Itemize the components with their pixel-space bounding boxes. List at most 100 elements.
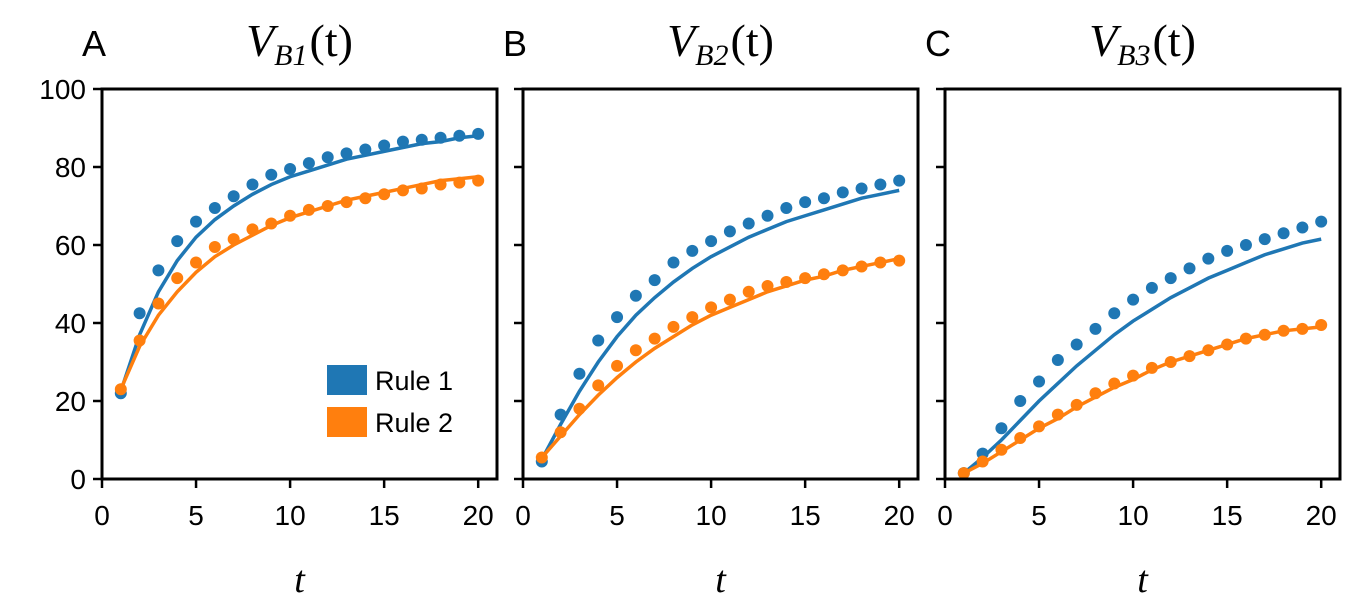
title-rest: (t) xyxy=(731,15,774,66)
panel-title: VB1(t) xyxy=(246,15,353,72)
title-main: V xyxy=(246,15,279,66)
y-tick-label: 20 xyxy=(55,386,86,417)
x-tick-label: 5 xyxy=(609,500,625,531)
title-rest: (t) xyxy=(1153,15,1196,66)
data-point xyxy=(1089,322,1102,335)
data-point xyxy=(817,268,830,281)
data-point xyxy=(1127,369,1140,382)
panel-label: A xyxy=(82,23,106,64)
title-rest: (t) xyxy=(310,15,353,66)
data-point xyxy=(1239,239,1252,251)
x-axis-label: t xyxy=(1137,559,1149,601)
data-point xyxy=(1145,281,1158,294)
data-point xyxy=(359,192,372,205)
title-sub: B2 xyxy=(695,39,728,72)
data-point xyxy=(667,320,680,333)
x-tick-label: 0 xyxy=(94,500,110,531)
data-point xyxy=(535,451,548,464)
data-point xyxy=(1315,215,1328,228)
data-point xyxy=(855,182,868,195)
x-tick-label: 5 xyxy=(188,500,204,531)
data-point xyxy=(378,188,391,201)
data-point xyxy=(415,182,428,195)
data-point xyxy=(1108,307,1121,320)
data-point xyxy=(799,196,812,209)
x-tick-label: 20 xyxy=(884,500,915,531)
x-tick-label: 5 xyxy=(1031,500,1047,531)
data-point xyxy=(705,301,718,314)
data-point xyxy=(995,422,1008,435)
data-point xyxy=(667,256,680,269)
data-point xyxy=(321,200,334,212)
data-point xyxy=(1070,338,1083,351)
data-point xyxy=(1202,252,1215,265)
data-point xyxy=(1145,361,1158,374)
data-point xyxy=(1221,244,1234,257)
panel-title: VB3(t) xyxy=(1089,15,1196,72)
data-point xyxy=(957,467,970,480)
data-point xyxy=(742,217,755,230)
data-point xyxy=(434,131,447,144)
data-point xyxy=(396,135,409,148)
x-tick-label: 15 xyxy=(369,500,400,531)
x-tick-label: 15 xyxy=(1212,500,1243,531)
data-point xyxy=(171,235,184,248)
data-point xyxy=(1127,293,1140,306)
data-point xyxy=(874,178,887,191)
data-point xyxy=(284,209,297,222)
data-point xyxy=(208,240,221,253)
data-point xyxy=(648,332,661,345)
x-tick-label: 20 xyxy=(463,500,494,531)
legend-label: Rule 2 xyxy=(375,408,453,438)
data-point xyxy=(611,311,624,324)
x-axis-label: t xyxy=(294,559,306,601)
panel: VB2(t) B 0 5 10 15 20 t xyxy=(503,15,920,601)
fit-line xyxy=(540,256,900,459)
data-point xyxy=(321,151,334,164)
data-point xyxy=(1277,227,1290,240)
x-tick-label: 10 xyxy=(275,500,306,531)
data-point xyxy=(1183,350,1196,363)
data-point xyxy=(1258,233,1271,246)
data-point xyxy=(378,139,391,152)
x-tick-label: 0 xyxy=(515,500,531,531)
data-point xyxy=(723,225,736,238)
data-point xyxy=(1277,324,1290,337)
data-point xyxy=(1051,354,1064,367)
data-point xyxy=(1296,221,1309,234)
data-point xyxy=(302,203,315,216)
data-point xyxy=(648,274,661,287)
data-point xyxy=(1051,408,1064,421)
data-point xyxy=(1070,398,1083,411)
x-tick-label: 10 xyxy=(1118,500,1149,531)
data-point xyxy=(340,196,353,209)
data-point xyxy=(573,402,586,415)
data-point xyxy=(340,147,353,160)
plot-frame xyxy=(943,87,1342,481)
data-point xyxy=(1108,377,1121,390)
data-point xyxy=(190,215,203,228)
panel-label: C xyxy=(925,23,951,64)
data-point xyxy=(780,201,793,214)
panel: VB1(t) A 0 20 40 60 80 100 0 5 10 15 20 t Rule 1 Rule 2 xyxy=(39,15,499,601)
data-point xyxy=(761,209,774,222)
data-point xyxy=(893,254,906,267)
data-point xyxy=(817,192,830,205)
legend-swatch xyxy=(327,407,367,437)
data-point xyxy=(705,235,718,248)
y-tick-label: 40 xyxy=(55,308,86,339)
data-point xyxy=(265,217,278,230)
data-point xyxy=(434,178,447,191)
data-point xyxy=(1221,338,1234,351)
data-point xyxy=(453,129,466,142)
panel-title: VB2(t) xyxy=(667,15,774,72)
data-point xyxy=(246,223,259,236)
data-point xyxy=(1315,318,1328,331)
title-sub: B1 xyxy=(274,39,307,72)
data-point xyxy=(227,233,240,246)
data-point xyxy=(1014,395,1027,407)
fit-line xyxy=(119,134,479,392)
data-point xyxy=(227,190,240,203)
